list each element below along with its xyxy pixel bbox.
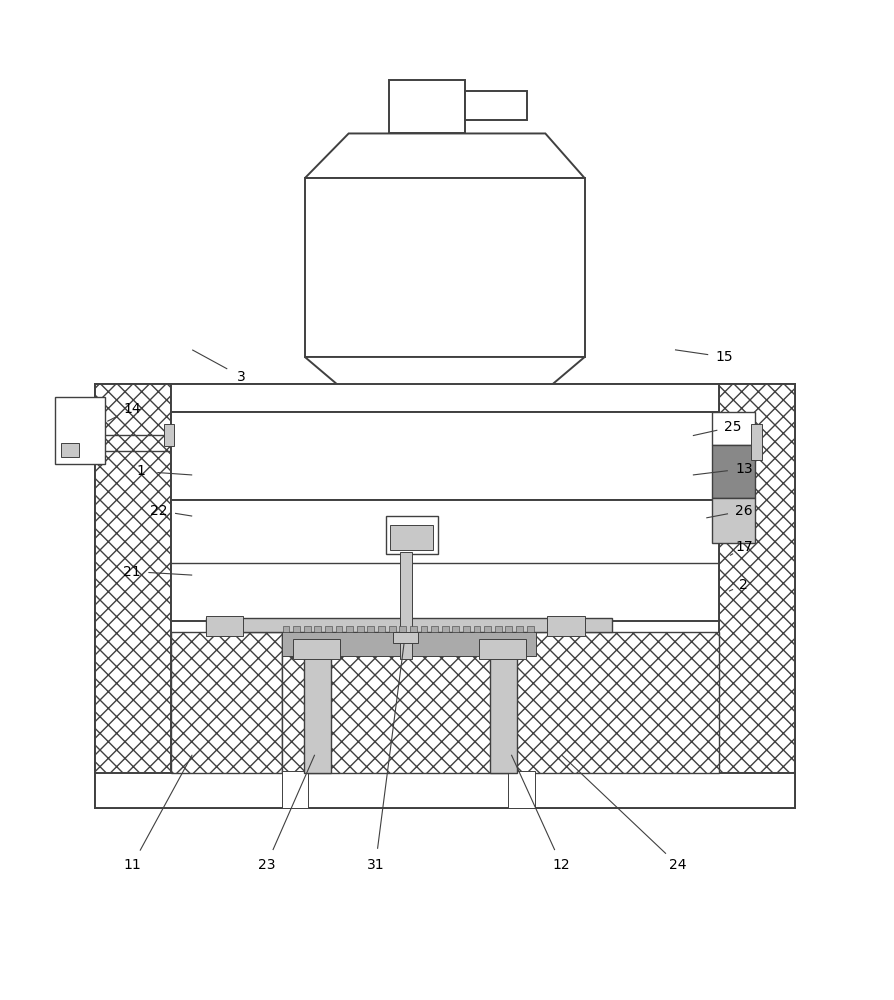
Text: 26: 26 <box>735 504 753 518</box>
Bar <box>95 384 795 808</box>
Bar <box>304 652 331 773</box>
Bar <box>389 626 395 632</box>
Text: 1: 1 <box>137 464 146 478</box>
Bar <box>712 498 755 543</box>
Bar <box>386 516 438 554</box>
Bar <box>164 424 174 446</box>
Bar <box>751 424 762 460</box>
Bar <box>55 397 105 464</box>
Text: 31: 31 <box>367 858 384 872</box>
Bar <box>293 626 300 632</box>
Bar <box>171 412 719 500</box>
Bar <box>378 626 385 632</box>
Bar <box>485 626 491 632</box>
Bar <box>282 632 536 656</box>
Bar <box>474 626 480 632</box>
Bar <box>304 626 310 632</box>
Bar <box>479 639 526 659</box>
Bar <box>206 616 243 636</box>
Bar <box>390 525 433 550</box>
Bar <box>282 771 308 808</box>
Bar <box>490 652 517 773</box>
Bar <box>367 626 375 632</box>
Bar <box>206 618 612 632</box>
Bar <box>171 632 282 773</box>
Bar <box>171 500 719 621</box>
Text: 3: 3 <box>237 370 246 384</box>
Text: 22: 22 <box>150 504 168 518</box>
Bar <box>505 626 512 632</box>
Bar <box>495 626 502 632</box>
Polygon shape <box>305 133 585 178</box>
Bar <box>282 632 508 773</box>
Bar <box>409 626 417 632</box>
Text: 23: 23 <box>257 858 275 872</box>
Bar <box>516 626 523 632</box>
Bar <box>420 626 427 632</box>
Text: 13: 13 <box>735 462 753 476</box>
Text: 21: 21 <box>123 565 141 579</box>
Polygon shape <box>305 357 585 402</box>
Bar <box>452 626 460 632</box>
Bar <box>400 626 406 632</box>
Bar <box>357 626 364 632</box>
Bar <box>400 552 412 659</box>
Text: 15: 15 <box>715 350 733 364</box>
Bar <box>389 80 465 133</box>
Text: 25: 25 <box>724 420 742 434</box>
Bar <box>527 626 534 632</box>
Bar <box>293 639 340 659</box>
Bar <box>463 626 470 632</box>
Bar <box>335 626 342 632</box>
Bar <box>346 626 353 632</box>
Text: 17: 17 <box>735 540 753 554</box>
Bar <box>171 384 719 412</box>
Bar <box>393 632 418 643</box>
Bar <box>431 626 438 632</box>
Bar <box>547 616 585 636</box>
Bar <box>712 445 755 498</box>
Text: 14: 14 <box>123 402 141 416</box>
Text: 12: 12 <box>552 858 570 872</box>
Bar <box>719 384 795 808</box>
Bar <box>508 771 535 808</box>
Bar <box>465 91 527 120</box>
Bar <box>61 443 79 457</box>
Bar <box>95 384 171 808</box>
Bar <box>508 632 719 773</box>
Bar <box>305 178 585 357</box>
Bar <box>325 626 332 632</box>
Text: 2: 2 <box>739 578 748 592</box>
Bar <box>95 773 795 808</box>
Bar <box>407 400 483 418</box>
Bar <box>283 626 290 632</box>
Bar <box>442 626 449 632</box>
Text: 11: 11 <box>123 858 141 872</box>
Bar <box>712 412 755 445</box>
Text: 24: 24 <box>669 858 687 872</box>
Bar <box>315 626 321 632</box>
